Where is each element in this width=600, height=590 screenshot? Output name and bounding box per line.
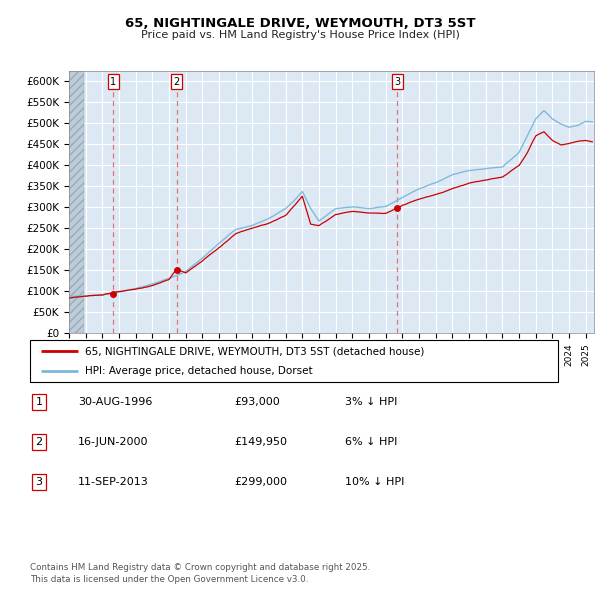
Text: £299,000: £299,000 (234, 477, 287, 487)
Text: Price paid vs. HM Land Registry's House Price Index (HPI): Price paid vs. HM Land Registry's House … (140, 30, 460, 40)
Text: £93,000: £93,000 (234, 398, 280, 407)
Text: 65, NIGHTINGALE DRIVE, WEYMOUTH, DT3 5ST: 65, NIGHTINGALE DRIVE, WEYMOUTH, DT3 5ST (125, 17, 475, 30)
FancyBboxPatch shape (30, 340, 558, 382)
Text: 6% ↓ HPI: 6% ↓ HPI (345, 437, 397, 447)
Text: Contains HM Land Registry data © Crown copyright and database right 2025.
This d: Contains HM Land Registry data © Crown c… (30, 563, 370, 584)
Text: 10% ↓ HPI: 10% ↓ HPI (345, 477, 404, 487)
Text: 3: 3 (394, 77, 400, 87)
Text: 16-JUN-2000: 16-JUN-2000 (78, 437, 149, 447)
Text: 65, NIGHTINGALE DRIVE, WEYMOUTH, DT3 5ST (detached house): 65, NIGHTINGALE DRIVE, WEYMOUTH, DT3 5ST… (85, 346, 425, 356)
Text: HPI: Average price, detached house, Dorset: HPI: Average price, detached house, Dors… (85, 366, 313, 376)
Bar (69, 71, 85, 333)
Text: 30-AUG-1996: 30-AUG-1996 (78, 398, 152, 407)
Text: 1: 1 (110, 77, 116, 87)
Text: 3% ↓ HPI: 3% ↓ HPI (345, 398, 397, 407)
Text: 2: 2 (35, 437, 43, 447)
Text: 3: 3 (35, 477, 43, 487)
Text: 2: 2 (173, 77, 180, 87)
Text: 11-SEP-2013: 11-SEP-2013 (78, 477, 149, 487)
Text: £149,950: £149,950 (234, 437, 287, 447)
Text: 1: 1 (35, 398, 43, 407)
